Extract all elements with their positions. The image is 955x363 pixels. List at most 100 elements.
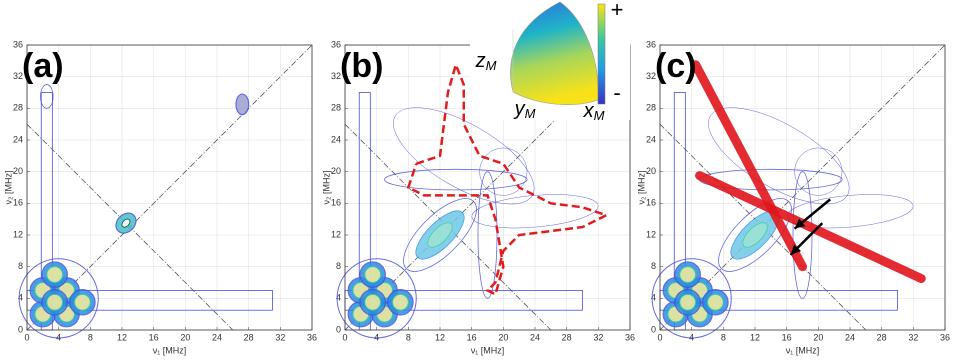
ridge-band [691,60,807,272]
x-tick-label: 28 [244,332,254,342]
panel: 0 4 8 12 16 20 24 28 32 3604812162024283236(a)ν₁ … [3,39,317,355]
y-axis-label: ν₂ [MHz] [321,171,331,205]
x-tick-label: 0 [24,332,29,342]
panel-label: (c) [655,47,697,85]
x-tick-label: 28 [562,332,572,342]
x-tick-label: 8 [88,332,93,342]
x-tick-label: 20 [180,332,190,342]
y-tick-label: 4 [336,293,341,303]
y-tick-label: 0 [336,324,341,334]
colorbar [597,3,606,105]
y-tick-label: 8 [336,261,341,271]
axis-symbol: z [475,50,486,72]
x-tick-label: 12 [750,332,760,342]
contour [384,168,528,191]
contour [707,293,724,311]
contour [336,258,417,339]
x-tick-label: 8 [721,332,726,342]
y-tick-label: 12 [331,229,341,239]
x-tick-label: 24 [212,332,222,342]
y-tick-label: 16 [646,198,656,208]
axis-subscript: M [486,58,497,73]
contour [74,293,91,311]
inset-axis-label: xM [583,100,605,123]
y-axis-label: ν₂ [MHz] [636,171,646,205]
sphere-octant [510,1,599,105]
contour [18,258,99,339]
x-tick-label: 28 [877,332,887,342]
contour [479,147,528,196]
contour [364,293,382,311]
contour [794,147,843,196]
x-axis-label: ν₁ [MHz] [153,345,187,355]
arrow-head [790,244,802,255]
contour [46,266,64,284]
y-tick-label: 16 [13,198,23,208]
y-tick-label: 4 [18,293,23,303]
x-tick-label: 32 [593,332,603,342]
x-tick-label: 20 [813,332,823,342]
y-tick-label: 28 [331,103,341,113]
y-tick-label: 20 [13,166,23,176]
ridge-band [695,171,926,284]
inset-axis-label: yM [513,98,536,121]
x-tick-label: 12 [117,332,127,342]
y-axis-label: ν₂ [MHz] [3,171,13,205]
y-tick-label: 8 [651,261,656,271]
x-tick-label: 24 [530,332,540,342]
contour [403,198,477,272]
x-tick-label: 4 [56,332,61,342]
y-tick-label: 36 [646,39,656,49]
panel: 0 4 8 12 16 20 24 28 32 3604812162024283236(c)ν₁ … [636,39,950,355]
y-tick-label: 32 [331,71,341,81]
contour [46,293,64,311]
region-outline [406,60,610,297]
y-tick-label: 32 [13,71,23,81]
y-tick-label: 0 [18,324,23,334]
y-tick-label: 24 [331,134,341,144]
y-tick-label: 24 [13,134,23,144]
x-tick-label: 32 [908,332,918,342]
y-tick-label: 24 [646,134,656,144]
contour [40,84,54,109]
axis-symbol: y [513,98,526,120]
y-tick-label: 0 [651,324,656,334]
y-tick-label: 28 [13,103,23,113]
x-tick-label: 16 [467,332,477,342]
contour [742,222,768,248]
contour [392,293,409,311]
x-tick-label: 0 [342,332,347,342]
x-tick-label: 8 [406,332,411,342]
y-tick-label: 20 [331,166,341,176]
axis-subscript: M [525,106,536,121]
contour [679,266,697,284]
axis-subscript: M [594,108,605,123]
y-tick-label: 32 [646,71,656,81]
x-tick-label: 24 [845,332,855,342]
x-tick-label: 4 [689,332,694,342]
x-tick-label: 36 [625,332,635,342]
x-tick-label: 4 [374,332,379,342]
contour [477,171,498,299]
x-tick-label: 12 [435,332,445,342]
y-tick-label: 28 [646,103,656,113]
y-tick-label: 12 [13,229,23,239]
x-axis-label: ν₁ [MHz] [471,345,505,355]
arrow-head [794,218,806,229]
y-tick-label: 20 [646,166,656,176]
panel-label: (b) [340,47,383,85]
panel-label: (a) [22,47,64,85]
x-tick-label: 20 [498,332,508,342]
x-tick-label: 32 [275,332,285,342]
axis-symbol: x [583,100,595,122]
y-tick-label: 12 [646,229,656,239]
contour [364,266,382,284]
x-tick-label: 0 [657,332,662,342]
x-tick-label: 36 [307,332,317,342]
y-tick-label: 36 [331,39,341,49]
x-tick-label: 36 [940,332,950,342]
contour [471,194,599,229]
x-tick-label: 16 [782,332,792,342]
